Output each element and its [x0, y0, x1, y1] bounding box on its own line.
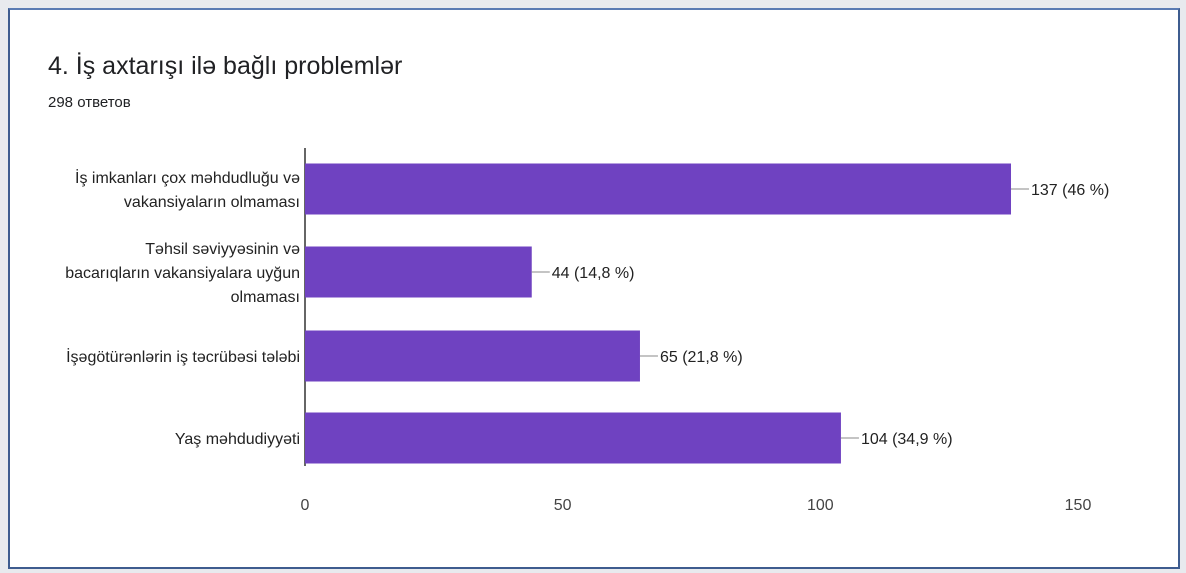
x-tick-label-3: 150 [1065, 497, 1092, 514]
category-label-1-line-0: Təhsil səviyyəsinin və [145, 241, 300, 258]
category-label-0-line-1: vakansiyaların olmaması [124, 194, 300, 211]
response-count: 298 ответов [48, 94, 131, 111]
category-label-1-line-1: bacarıqların vakansiyalara uyğun [65, 265, 300, 282]
category-label-2-line-0: İşəgötürənlərin iş təcrübəsi tələbi [66, 347, 300, 366]
bar-1[interactable] [305, 246, 532, 298]
category-label-1-line-2: olmaması [231, 289, 300, 306]
data-label-1: 44 (14,8 %) [552, 265, 635, 282]
category-label-3-line-0: Yaş məhdudiyyəti [175, 431, 300, 448]
chart-title: 4. İş axtarışı ilə bağlı problemlər [48, 52, 403, 80]
x-tick-label-0: 0 [301, 497, 310, 514]
x-tick-label-1: 50 [554, 497, 572, 514]
data-label-3: 104 (34,9 %) [861, 431, 953, 448]
bar-3[interactable] [305, 412, 841, 464]
data-label-0: 137 (46 %) [1031, 182, 1109, 199]
category-label-0-line-0: İş imkanları çox məhdudluğu və [75, 168, 300, 187]
x-tick-label-2: 100 [807, 497, 834, 514]
data-label-2: 65 (21,8 %) [660, 349, 743, 366]
chart-card: 4. İş axtarışı ilə bağlı problemlər 298 … [8, 8, 1180, 569]
bar-2[interactable] [305, 330, 640, 382]
bar-0[interactable] [305, 163, 1012, 215]
